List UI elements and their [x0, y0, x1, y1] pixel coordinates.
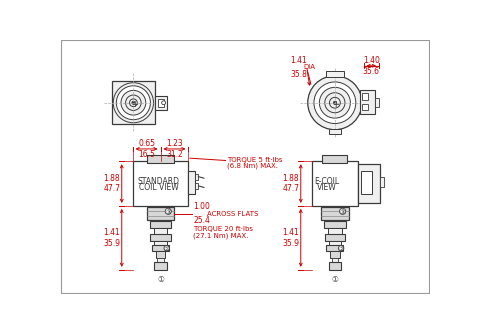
Bar: [330, 251, 339, 257]
Bar: [152, 245, 169, 251]
Text: ②: ②: [338, 247, 344, 251]
Text: (27.1 Nm) MAX.: (27.1 Nm) MAX.: [193, 232, 249, 239]
Bar: [195, 183, 198, 189]
Circle shape: [126, 95, 141, 111]
Bar: [132, 161, 188, 206]
Bar: [358, 164, 380, 203]
Circle shape: [164, 246, 169, 251]
Bar: [375, 98, 379, 107]
Bar: [329, 262, 341, 270]
Bar: [361, 171, 372, 194]
Text: 1.41: 1.41: [290, 56, 307, 65]
Text: 1.88: 1.88: [104, 174, 120, 183]
Bar: [158, 99, 163, 107]
Text: 1.41: 1.41: [282, 228, 299, 237]
Bar: [156, 251, 165, 257]
Circle shape: [165, 208, 171, 214]
Bar: [359, 90, 375, 114]
Bar: [329, 241, 341, 245]
Bar: [195, 174, 198, 180]
Text: COIL VIEW: COIL VIEW: [139, 183, 179, 192]
Circle shape: [130, 99, 137, 107]
Text: 1.23: 1.23: [166, 139, 183, 148]
Text: ③: ③: [340, 210, 346, 215]
Circle shape: [121, 90, 146, 115]
Bar: [362, 93, 368, 100]
Circle shape: [329, 97, 340, 108]
Text: ACROSS FLATS: ACROSS FLATS: [207, 211, 259, 216]
Circle shape: [339, 208, 346, 214]
Bar: [328, 228, 342, 234]
Text: ③: ③: [165, 210, 171, 215]
Text: TORQUE 5 ft·lbs: TORQUE 5 ft·lbs: [227, 157, 282, 163]
Bar: [157, 257, 163, 262]
Bar: [153, 228, 167, 234]
Bar: [323, 155, 348, 163]
Bar: [154, 241, 167, 245]
Text: 25.4: 25.4: [193, 216, 210, 225]
Text: 35.6: 35.6: [363, 67, 380, 76]
Bar: [326, 245, 343, 251]
Bar: [155, 96, 167, 110]
Bar: [150, 220, 171, 228]
Bar: [380, 177, 384, 187]
Circle shape: [319, 87, 350, 118]
Text: 1.41: 1.41: [103, 228, 120, 237]
Bar: [326, 71, 344, 77]
Text: +: +: [130, 100, 138, 109]
Text: 47.7: 47.7: [282, 184, 299, 193]
Text: ①: ①: [157, 275, 164, 284]
Text: 0.65: 0.65: [138, 139, 155, 148]
Bar: [154, 262, 167, 270]
Circle shape: [314, 82, 356, 123]
Text: 35.8: 35.8: [290, 70, 307, 79]
Bar: [112, 81, 155, 124]
Text: DIA: DIA: [303, 64, 315, 70]
Bar: [321, 208, 349, 220]
Bar: [312, 161, 358, 206]
Bar: [324, 220, 346, 228]
Circle shape: [113, 83, 153, 123]
Text: 35.9: 35.9: [282, 239, 299, 248]
Bar: [332, 257, 338, 262]
Text: 47.7: 47.7: [103, 184, 120, 193]
Text: 35.9: 35.9: [103, 239, 120, 248]
Circle shape: [116, 86, 151, 120]
Bar: [151, 234, 171, 241]
Text: (6.8 Nm) MAX.: (6.8 Nm) MAX.: [227, 163, 278, 169]
Text: 16.5: 16.5: [138, 150, 155, 159]
Bar: [188, 171, 195, 194]
Text: 1.00: 1.00: [193, 202, 210, 211]
Bar: [147, 208, 174, 220]
Circle shape: [338, 246, 344, 251]
Text: TORQUE 20 ft·lbs: TORQUE 20 ft·lbs: [193, 226, 253, 232]
Bar: [147, 155, 174, 163]
Text: E-COIL: E-COIL: [315, 177, 340, 186]
Circle shape: [308, 76, 362, 130]
Bar: [362, 104, 368, 111]
Text: VIEW: VIEW: [317, 183, 337, 192]
Text: +: +: [332, 100, 339, 109]
Text: 31.2: 31.2: [166, 150, 183, 159]
Bar: [325, 234, 345, 241]
Circle shape: [162, 101, 165, 105]
Text: ①: ①: [331, 275, 338, 284]
Text: ②: ②: [164, 247, 170, 251]
Circle shape: [325, 93, 345, 113]
Text: 1.88: 1.88: [282, 174, 299, 183]
Circle shape: [132, 101, 135, 104]
Text: 1.40: 1.40: [363, 56, 380, 65]
Circle shape: [333, 101, 337, 104]
Bar: [329, 129, 341, 134]
Text: STANDARD: STANDARD: [138, 177, 180, 186]
